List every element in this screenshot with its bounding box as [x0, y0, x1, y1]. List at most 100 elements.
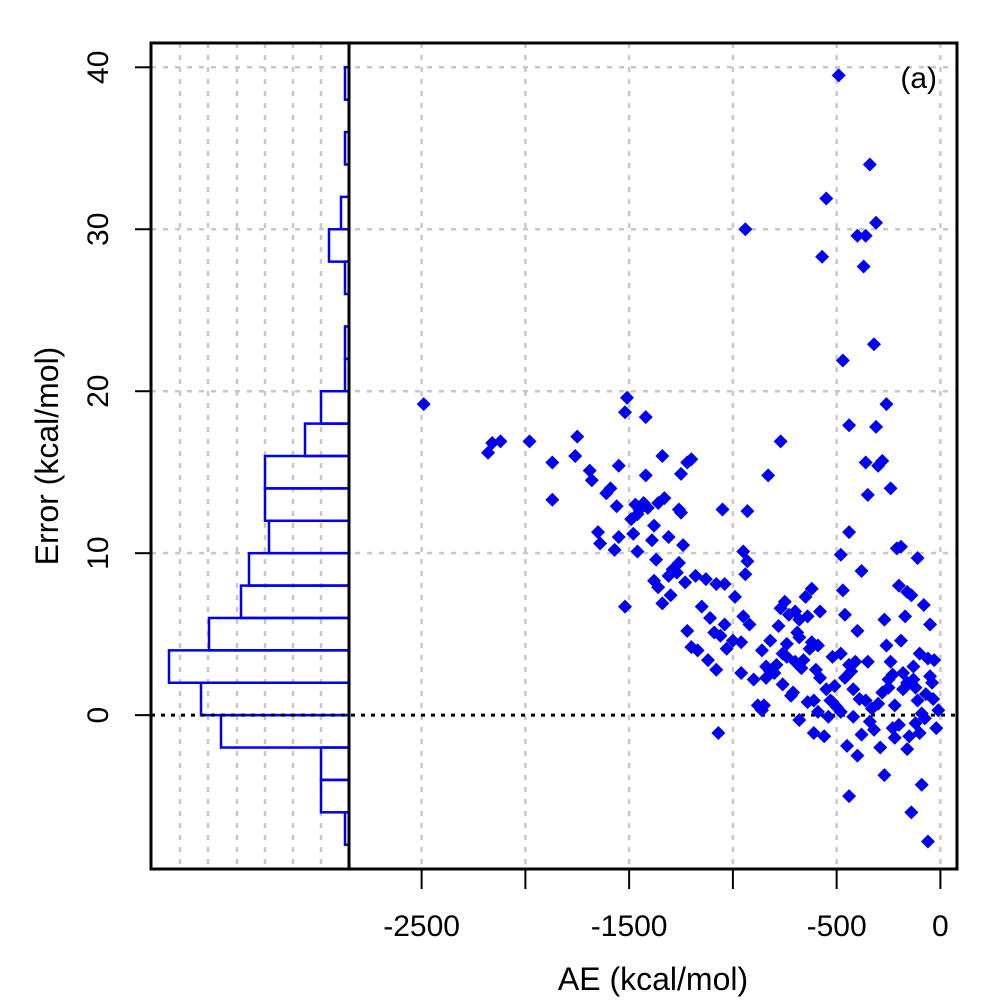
data-point [545, 492, 560, 507]
data-point [923, 617, 938, 632]
data-point [690, 643, 705, 658]
x-tick-label: -1500 [591, 910, 668, 943]
data-point [630, 544, 645, 559]
data-point [879, 638, 894, 653]
data-point [709, 662, 724, 677]
data-point [584, 473, 599, 488]
data-point [866, 722, 881, 737]
data-point [607, 542, 622, 557]
data-point [651, 580, 666, 595]
histogram-bar [303, 422, 351, 458]
y-axis-title: Error (kcal/mol) [29, 347, 65, 566]
data-point [671, 555, 686, 570]
panel-label: (a) [900, 62, 937, 95]
data-point [873, 740, 888, 755]
data-point [927, 653, 942, 668]
data-point [700, 653, 715, 668]
data-point [493, 434, 508, 449]
data-point [920, 834, 935, 849]
data-point [771, 619, 786, 634]
data-point [837, 670, 852, 685]
data-point [661, 529, 676, 544]
data-point [684, 452, 699, 467]
data-point [796, 653, 811, 668]
data-point [854, 727, 869, 742]
data-point [727, 589, 742, 604]
data-point [674, 466, 689, 481]
data-point [800, 695, 815, 710]
data-point [655, 596, 670, 611]
data-point [858, 455, 873, 470]
data-point [837, 607, 852, 622]
data-point [906, 672, 921, 687]
data-point [649, 552, 664, 567]
data-point [663, 588, 678, 603]
data-point [792, 612, 807, 627]
data-point [875, 453, 890, 468]
data-point [638, 410, 653, 425]
data-point [910, 693, 925, 708]
data-point [858, 693, 873, 708]
data-point [866, 337, 881, 352]
data-point [647, 518, 662, 533]
data-point [792, 630, 807, 645]
data-point [860, 487, 875, 502]
data-point [779, 649, 794, 664]
data-point [846, 709, 861, 724]
data-point [821, 709, 836, 724]
data-point [875, 685, 890, 700]
data-point [900, 742, 915, 757]
histogram-bar [319, 746, 351, 782]
data-point [775, 677, 790, 692]
data-point [817, 729, 832, 744]
data-point [842, 418, 857, 433]
data-point [819, 191, 834, 206]
histogram-bar [263, 487, 351, 523]
data-point [806, 725, 821, 740]
data-point [815, 249, 830, 264]
data-point [893, 539, 908, 554]
data-point [877, 612, 892, 627]
data-point [898, 609, 913, 624]
data-point [883, 654, 898, 669]
scatter-points [416, 68, 946, 849]
data-point [931, 703, 946, 718]
data-point [570, 429, 585, 444]
data-point [887, 730, 902, 745]
y-tick-label: 10 [82, 536, 115, 569]
data-point [640, 500, 655, 515]
x-tick-label: -2500 [383, 910, 460, 943]
data-point [926, 691, 941, 706]
data-point [715, 502, 730, 517]
data-point [881, 672, 896, 687]
x-tick-label: 0 [932, 910, 949, 943]
data-point [522, 434, 537, 449]
data-point [742, 617, 757, 632]
data-point [617, 405, 632, 420]
data-point [860, 654, 875, 669]
data-point [761, 468, 776, 483]
x-axis: -2500 -1500 -500 0 [383, 869, 949, 943]
data-point [835, 583, 850, 598]
data-point [717, 617, 732, 632]
data-point [910, 551, 925, 566]
data-point [620, 390, 635, 405]
data-point [833, 547, 848, 562]
data-point [854, 563, 869, 578]
data-point [810, 638, 825, 653]
data-point [591, 525, 606, 540]
data-point [904, 588, 919, 603]
data-point [902, 729, 917, 744]
data-point [850, 623, 865, 638]
histogram-bar [319, 389, 351, 425]
data-point [891, 578, 906, 593]
data-point [644, 533, 659, 548]
histogram-bar [263, 454, 351, 490]
data-point [858, 228, 873, 243]
data-point [842, 789, 857, 804]
data-point [593, 536, 608, 551]
data-point [850, 748, 865, 763]
data-point [669, 565, 684, 580]
data-point [813, 604, 828, 619]
